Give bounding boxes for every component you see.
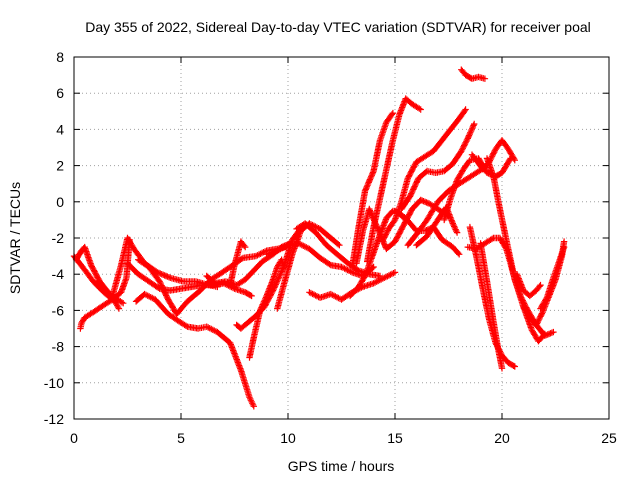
y-tick-label: -12 <box>44 411 64 427</box>
point-markers <box>349 109 397 271</box>
y-tick-label: -8 <box>52 339 65 355</box>
series-s3 <box>72 243 127 307</box>
x-axis-label: GPS time / hours <box>288 458 395 474</box>
series-s27 <box>458 66 489 82</box>
series-s10 <box>246 256 287 361</box>
point-markers <box>132 290 257 410</box>
point-markers <box>135 243 290 318</box>
series-s12 <box>274 220 343 312</box>
series-s7 <box>135 243 290 318</box>
series-s14 <box>293 220 384 280</box>
point-markers <box>458 66 489 82</box>
point-markers <box>274 220 343 312</box>
series-s11 <box>227 238 249 289</box>
axis-ticks <box>73 56 610 420</box>
y-tick-label: -4 <box>52 266 65 282</box>
point-markers <box>477 240 506 372</box>
point-markers <box>513 271 544 300</box>
series-s30 <box>477 240 506 372</box>
series-s18 <box>349 109 397 271</box>
y-tick-label: -10 <box>44 375 64 391</box>
data-points <box>70 66 568 410</box>
y-axis-label: SDTVAR / TECUs <box>7 182 23 294</box>
point-markers <box>293 220 384 280</box>
point-markers <box>391 207 463 258</box>
y-tick-label: -2 <box>52 230 65 246</box>
series-s19 <box>364 95 424 265</box>
chart-title: Day 355 of 2022, Sidereal Day-to-day VTE… <box>85 19 591 35</box>
grid-lines <box>74 57 609 419</box>
y-tick-label: 4 <box>56 121 64 137</box>
series-s24 <box>391 207 463 258</box>
y-tick-label: 6 <box>56 85 64 101</box>
series-s5 <box>132 290 257 410</box>
x-tick-label: 10 <box>280 430 296 446</box>
y-tick-label: 8 <box>56 49 64 65</box>
point-markers <box>72 243 127 307</box>
point-markers <box>398 120 478 213</box>
y-tick-labels: -12 -10 -8 -6 -4 -2 0 2 4 6 8 <box>44 49 64 427</box>
series-s34 <box>513 271 544 300</box>
x-tick-label: 5 <box>177 430 185 446</box>
y-tick-label: -6 <box>52 302 65 318</box>
y-tick-label: 2 <box>56 158 64 174</box>
y-tick-label: 0 <box>56 194 64 210</box>
x-tick-label: 20 <box>494 430 510 446</box>
point-markers <box>537 243 568 312</box>
x-tick-label: 0 <box>70 430 78 446</box>
series-s21 <box>398 120 478 213</box>
point-markers <box>227 238 249 289</box>
series-s33 <box>537 243 568 312</box>
x-tick-label: 25 <box>601 430 617 446</box>
x-tick-label: 15 <box>387 430 403 446</box>
point-markers <box>364 95 424 265</box>
x-tick-labels: 0 5 10 15 20 25 <box>70 430 617 446</box>
point-markers <box>246 256 287 361</box>
